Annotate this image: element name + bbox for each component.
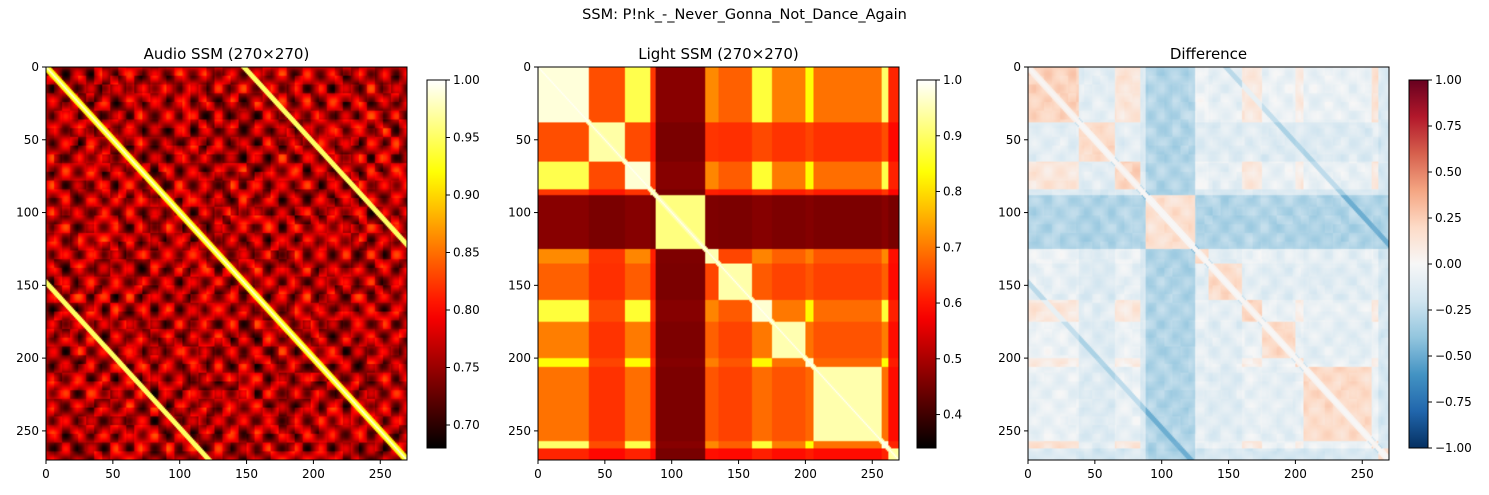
panel2-xtick-label: 200: [794, 467, 817, 481]
panel2-ytick-label: 250: [508, 424, 531, 438]
panel3-xtick-label: 50: [1087, 467, 1102, 481]
figure-suptitle: SSM: P!nk_-_Never_Gonna_Not_Dance_Again: [582, 7, 907, 23]
panel3-xtick-label: 100: [1150, 467, 1173, 481]
panel3-heatmap: [1028, 67, 1389, 460]
panel3-ytick-label: 50: [1006, 133, 1021, 147]
panel3-ytick-label: 150: [998, 278, 1021, 292]
panel2-colorbar: [916, 79, 937, 449]
panel2-title: Light SSM (270×270): [638, 45, 799, 63]
panel1-colorbar-tick-label: 0.95: [453, 131, 480, 145]
panel1-ytick-label: 0: [31, 60, 39, 74]
panel1-xtick-label: 200: [302, 467, 325, 481]
panel2-frame: [537, 66, 900, 461]
panel1-colorbar-tick-label: 1.00: [453, 73, 480, 87]
panel3-ytick-label: 250: [998, 424, 1021, 438]
panel2-ytick-label: 200: [508, 351, 531, 365]
panel3-colorbar: [1408, 79, 1429, 449]
panel1-colorbar-tick-label: 0.75: [453, 361, 480, 375]
panel3-ytick-label: 100: [998, 206, 1021, 220]
panel1-xtick-label: 50: [105, 467, 120, 481]
panel2-xtick-label: 250: [861, 467, 884, 481]
panel2-xtick-label: 100: [660, 467, 683, 481]
panel3-ytick-label: 200: [998, 351, 1021, 365]
panel1-xtick-label: 100: [168, 467, 191, 481]
panel1-xtick-label: 150: [235, 467, 258, 481]
panel2-colorbar-tick-label: 0.8: [943, 185, 962, 199]
panel3-colorbar-tick-label: −0.75: [1435, 395, 1472, 409]
panel2-colorbar-tick-label: 0.7: [943, 240, 962, 254]
panel1-xtick-label: 0: [42, 467, 50, 481]
panel3-colorbar-tick-label: 0.00: [1435, 257, 1462, 271]
panel2-xtick-label: 0: [534, 467, 542, 481]
panel1-colorbar-tick-label: 0.70: [453, 418, 480, 432]
panel2-heatmap: [538, 67, 899, 460]
panel2-xtick-label: 150: [727, 467, 750, 481]
panel3-xtick-label: 200: [1284, 467, 1307, 481]
panel1-colorbar-tick-label: 0.85: [453, 246, 480, 260]
panel3-colorbar-tick-label: −0.25: [1435, 303, 1472, 317]
panel2-colorbar-tick-label: 0.9: [943, 129, 962, 143]
panel1-ytick-label: 150: [16, 278, 39, 292]
panel2-colorbar-tick-label: 0.6: [943, 296, 962, 310]
panel1-colorbar-tick-label: 0.90: [453, 188, 480, 202]
panel1-heatmap: [46, 67, 407, 460]
panel1-ytick-label: 250: [16, 424, 39, 438]
panel2-ytick-label: 100: [508, 206, 531, 220]
panel1-colorbar-tick-label: 0.80: [453, 303, 480, 317]
panel1-ytick-label: 100: [16, 206, 39, 220]
panel3-colorbar-tick-label: −0.50: [1435, 349, 1472, 363]
panel3-colorbar-tick-label: 0.50: [1435, 165, 1462, 179]
panel3-xtick-label: 150: [1217, 467, 1240, 481]
panel2-colorbar-tick-label: 1.0: [943, 73, 962, 87]
panel3-colorbar-tick-label: 1.00: [1435, 73, 1462, 87]
panel3-colorbar-tick-label: 0.25: [1435, 211, 1462, 225]
panel1-ytick-label: 200: [16, 351, 39, 365]
panel2-xtick-label: 50: [597, 467, 612, 481]
panel1-frame: [45, 66, 408, 461]
panel1-colorbar: [426, 79, 447, 449]
panel2-ytick-label: 0: [523, 60, 531, 74]
panel3-title: Difference: [1170, 45, 1247, 63]
panel3-colorbar-tick-label: −1.00: [1435, 441, 1472, 455]
panel2-ytick-label: 150: [508, 278, 531, 292]
panel2-colorbar-tick-label: 0.5: [943, 352, 962, 366]
panel2-colorbar-tick-label: 0.4: [943, 408, 962, 422]
panel1-ytick-label: 50: [24, 133, 39, 147]
panel1-xtick-label: 250: [369, 467, 392, 481]
panel3-xtick-label: 250: [1351, 467, 1374, 481]
panel3-xtick-label: 0: [1024, 467, 1032, 481]
panel3-frame: [1027, 66, 1390, 461]
panel3-colorbar-tick-label: 0.75: [1435, 119, 1462, 133]
panel3-ytick-label: 0: [1013, 60, 1021, 74]
panel1-title: Audio SSM (270×270): [144, 45, 310, 63]
panel2-ytick-label: 50: [516, 133, 531, 147]
